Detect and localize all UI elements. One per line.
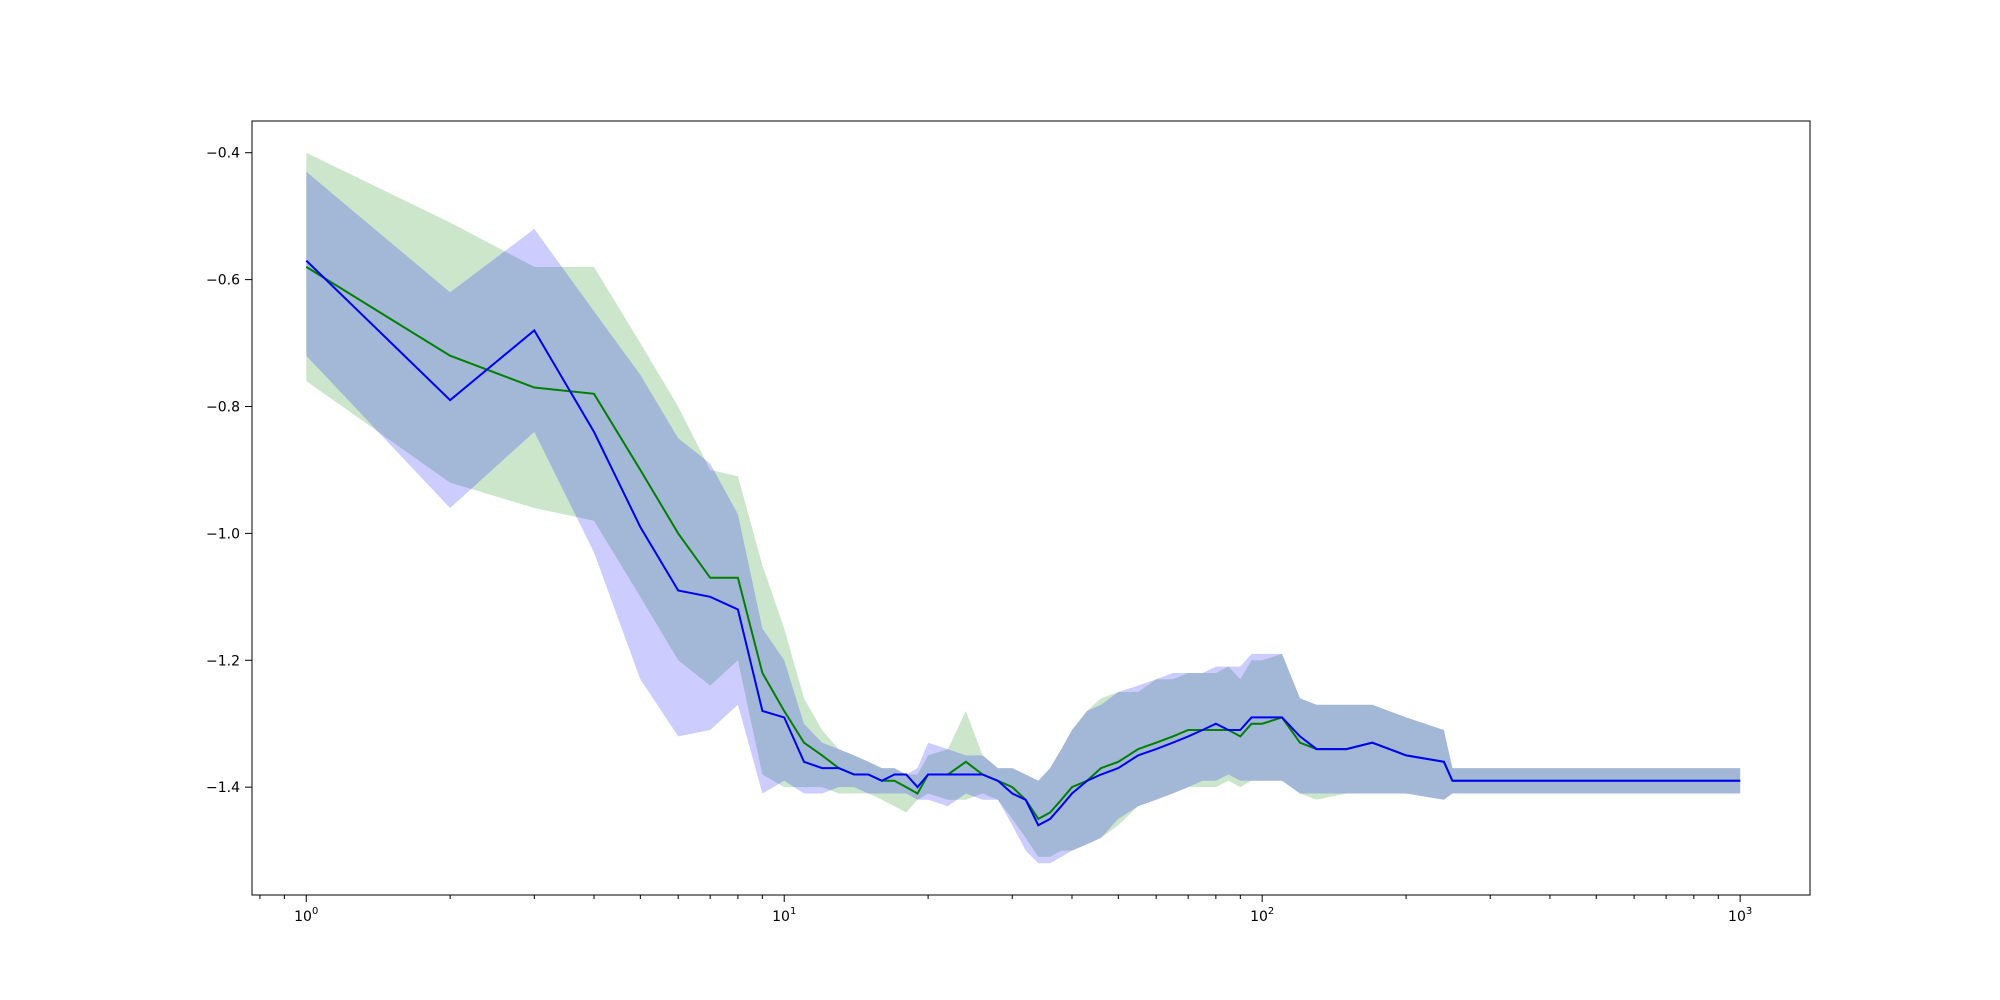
y-tick-label: −0.4 [206,146,240,162]
x-tick-label: 100 [294,906,318,925]
band-series-2 [306,171,1741,864]
y-axis: −0.4 −0.6 −0.8 −1.0 −1.2 −1.4 [206,146,252,796]
x-axis: 100 101 102 103 [259,895,1752,925]
x-tick-label: 103 [1728,906,1752,925]
x-tick-label: 102 [1250,906,1274,925]
y-tick-label: −1.2 [206,653,240,669]
x-tick-label: 101 [772,906,796,925]
band-series-1 [306,152,1741,857]
y-tick-label: −0.6 [206,273,240,289]
y-tick-label: −0.8 [206,399,240,415]
y-tick-label: −1.4 [206,780,240,796]
confidence-bands [306,152,1741,864]
line-series-2 [305,259,1741,827]
series-lines [305,259,1741,827]
y-tick-label: −1.0 [206,526,240,542]
plot-frame [251,120,1811,896]
